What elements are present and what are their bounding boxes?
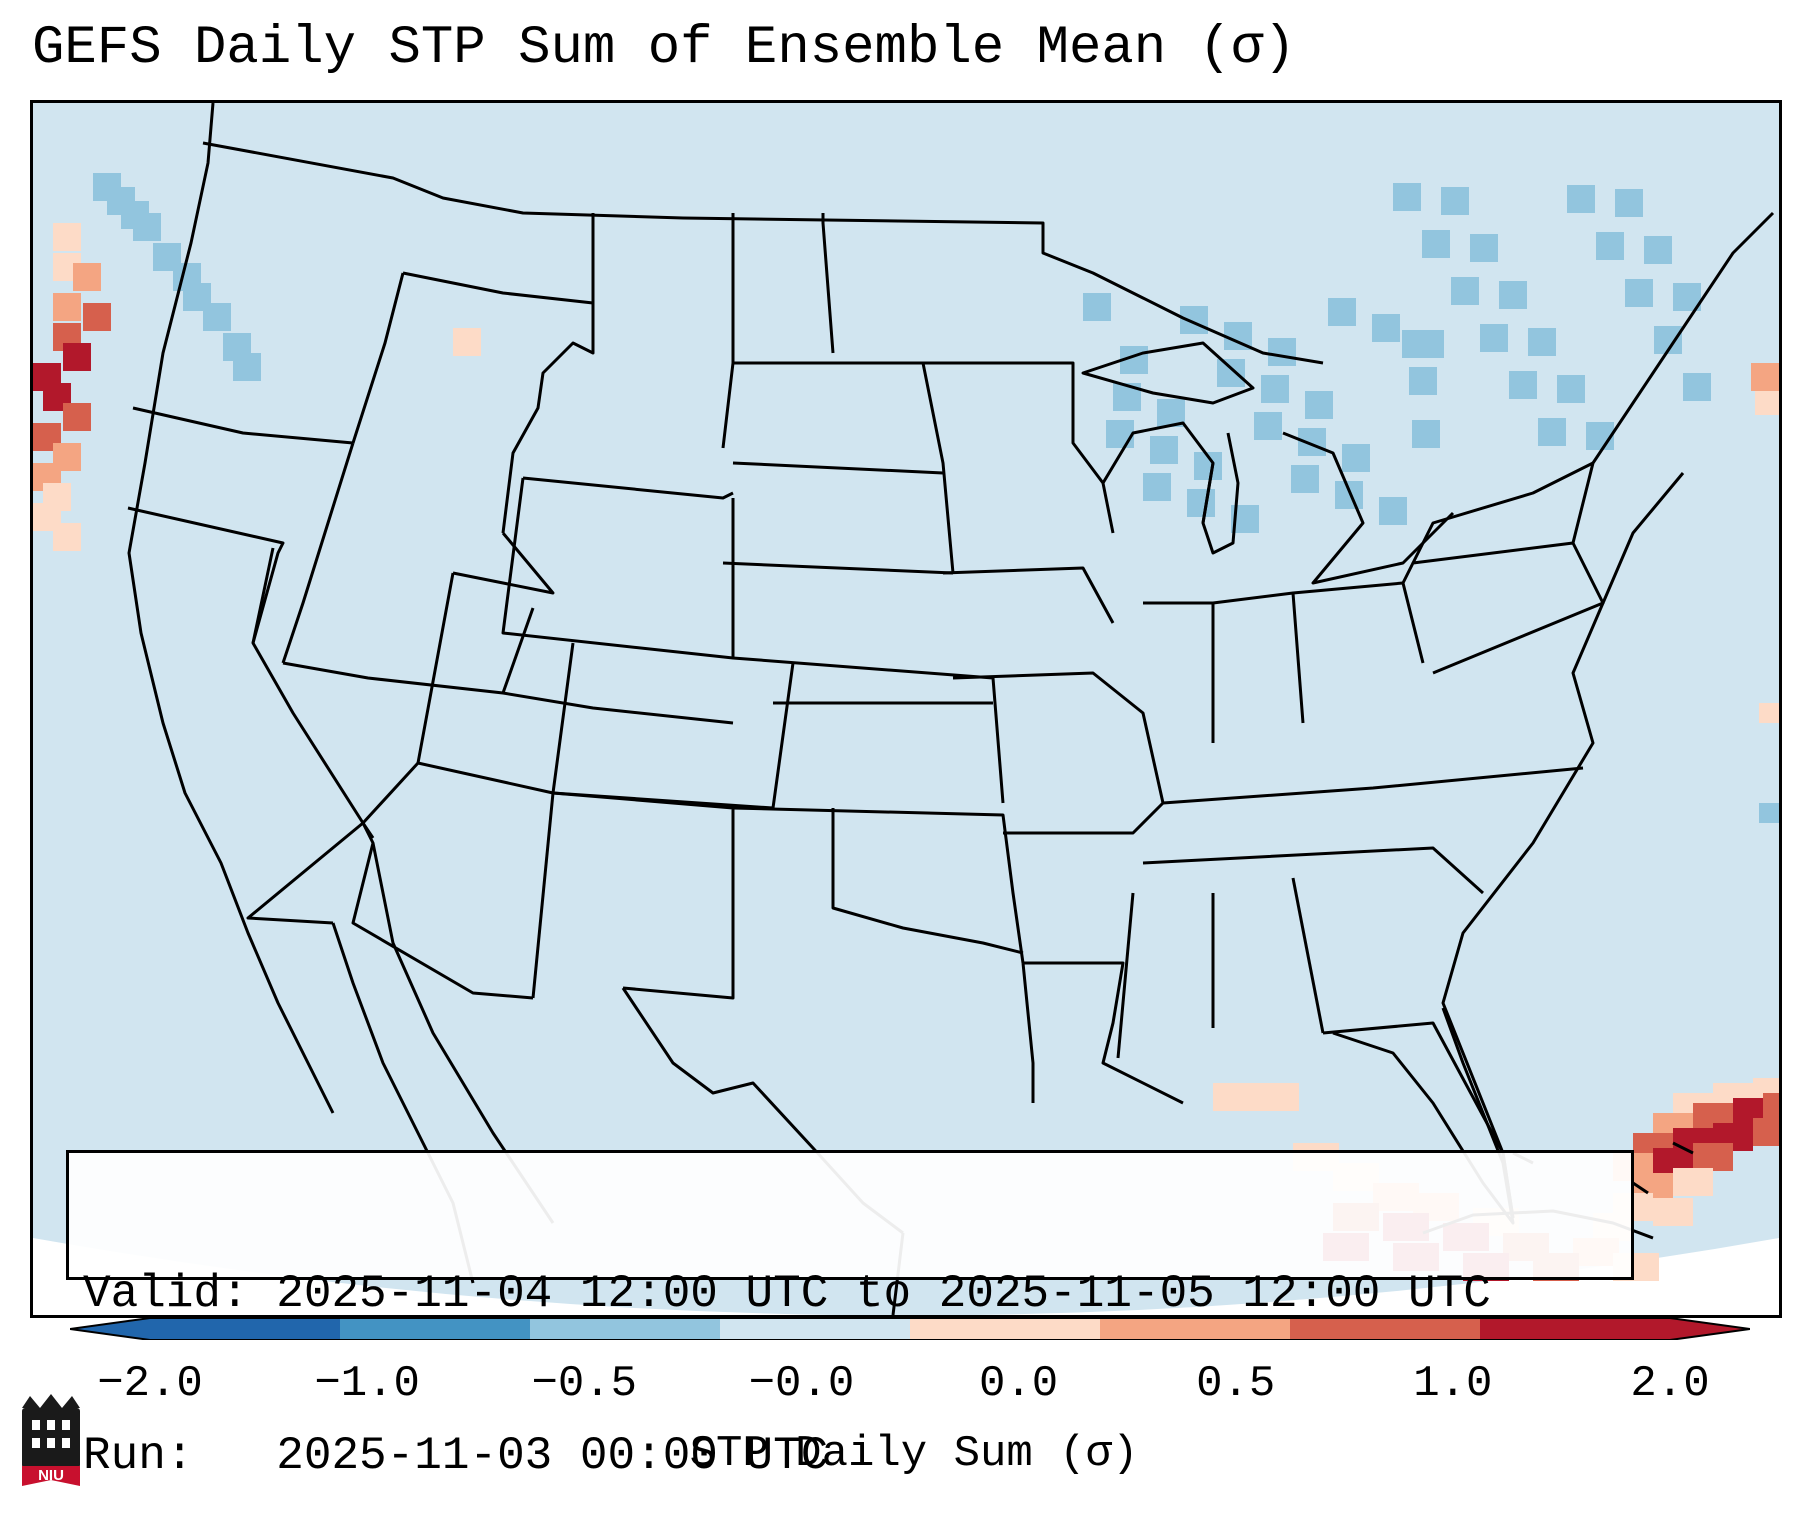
great-lakes-cell [1143,473,1171,501]
colorbar-tick-label: 0.5 [1196,1359,1276,1409]
colorbar-bin-6 [1290,1318,1481,1340]
pacific-positive-cell [53,523,81,551]
great-lakes-cell [1372,314,1400,342]
colorbar-bin-2 [530,1318,721,1340]
canada-border [202,141,1324,365]
great-lakes-cell [1268,338,1296,366]
lake-superior [1081,341,1255,405]
northeast-cell [1528,328,1556,356]
colorbar-tick-label: −2.0 [97,1359,203,1409]
pacific-positive-cell [63,343,91,371]
great-lakes-cell [1083,293,1111,321]
svg-text:NIU: NIU [38,1467,64,1484]
gulf-positive-cell [1273,1113,1319,1141]
northeast-cell [1412,420,1440,448]
northeast-cell [1567,185,1595,213]
great-lakes-cell [1217,359,1245,387]
pacific-nw-cell [133,213,161,241]
northeast-cell [1557,375,1585,403]
pacific-nw-cell [203,303,231,331]
northeast-cell [1683,373,1711,401]
colorbar-tick-label: 1.0 [1413,1359,1493,1409]
great-lakes-cell [1335,481,1363,509]
colorbar-overflow-arrow [1670,1318,1750,1340]
great-lakes-cell [1261,375,1289,403]
east-coastline [1441,472,1685,1219]
pacific-nw-cell [233,353,261,381]
northeast-cell [1402,330,1430,358]
colorbar-bin-4 [910,1318,1101,1340]
atlantic-positive-cell [1753,1118,1779,1146]
east-edge-cell [1759,803,1779,823]
gulf-positive-cell [1213,1083,1259,1111]
northeast-cell [1480,324,1508,352]
northeast-cell [1441,187,1469,215]
colorbar-underflow-arrow [70,1318,150,1340]
colorbar-tick-label: −0.0 [748,1359,855,1409]
colorbar-bin-0 [150,1318,341,1340]
pacific-positive-cell [73,263,101,291]
colorbar-tick-label: 2.0 [1630,1359,1710,1409]
colorbar-bin-3 [720,1318,911,1340]
colorbar-bin-1 [340,1318,531,1340]
east-edge-cell [1759,703,1779,723]
northeast-cell [1538,418,1566,446]
northeast-cell [1422,230,1450,258]
lake-michigan [1201,432,1240,555]
atlantic-positive-cell [1653,1198,1693,1226]
field-background [33,103,1779,1315]
great-lakes-cell [1187,489,1215,517]
great-lakes-cell [1254,412,1282,440]
colorbar-label: STP Daily Sum (σ) [689,1429,1139,1479]
atlantic-positive-cell [1693,1143,1733,1171]
great-lakes-cell [1106,420,1134,448]
east-edge-cell [1751,363,1779,391]
colorbar-tick-label: −1.0 [314,1359,420,1409]
northeast-cell [1393,183,1421,211]
great-lakes-cell [1305,391,1333,419]
northeast-cell [1470,234,1498,262]
colorbar-tick-label: −0.5 [531,1359,638,1409]
pacific-positive-cell [53,223,81,251]
valid-time-text: Valid: 2025-11-04 12:00 UTC to 2025-11-0… [83,1268,1491,1320]
great-lakes-cell [1328,298,1356,326]
pacific-positive-cell [63,403,91,431]
montana-cell [453,328,481,356]
lake-huron-erie [1282,431,1455,585]
northeast-cell [1596,232,1624,260]
west-coastline [127,103,335,1114]
niu-logo: NIU [22,1394,80,1486]
gulf-positive-cell [1253,1083,1299,1111]
northeast-cell [1451,277,1479,305]
colorbar-bin-5 [1100,1318,1291,1340]
valid-run-info-box: Valid: 2025-11-04 12:00 UTC to 2025-11-0… [66,1150,1634,1482]
pacific-positive-cell [53,293,81,321]
northeast-cell [1499,281,1527,309]
great-lakes-cell [1150,436,1178,464]
northeast-cell [1625,279,1653,307]
gulf-positive-cell [1233,1113,1279,1141]
great-lakes-cell [1379,497,1407,525]
state-boundaries [127,103,1775,1315]
atlantic-positive-cell [1673,1168,1713,1196]
atlantic-positive-cell [1763,1093,1779,1121]
run-time-text: Run: 2025-11-03 00:00 UTC [83,1430,829,1482]
colorbar [70,1318,1750,1340]
pacific-positive-cell [83,303,111,331]
northeast-cell [1615,189,1643,217]
great-lakes-cell [1342,444,1370,472]
map-title: GEFS Daily STP Sum of Ensemble Mean (σ) [32,18,1296,79]
colorbar-bin-7 [1480,1318,1671,1340]
great-lakes-cell [1409,367,1437,395]
map-canvas [33,103,1779,1315]
northeast-cell [1509,371,1537,399]
map-panel [30,100,1782,1318]
northeast-cell [1644,236,1672,264]
colorbar-tick-label: 0.0 [978,1359,1059,1409]
east-edge-cell [1755,391,1779,415]
great-lakes-cell [1291,465,1319,493]
